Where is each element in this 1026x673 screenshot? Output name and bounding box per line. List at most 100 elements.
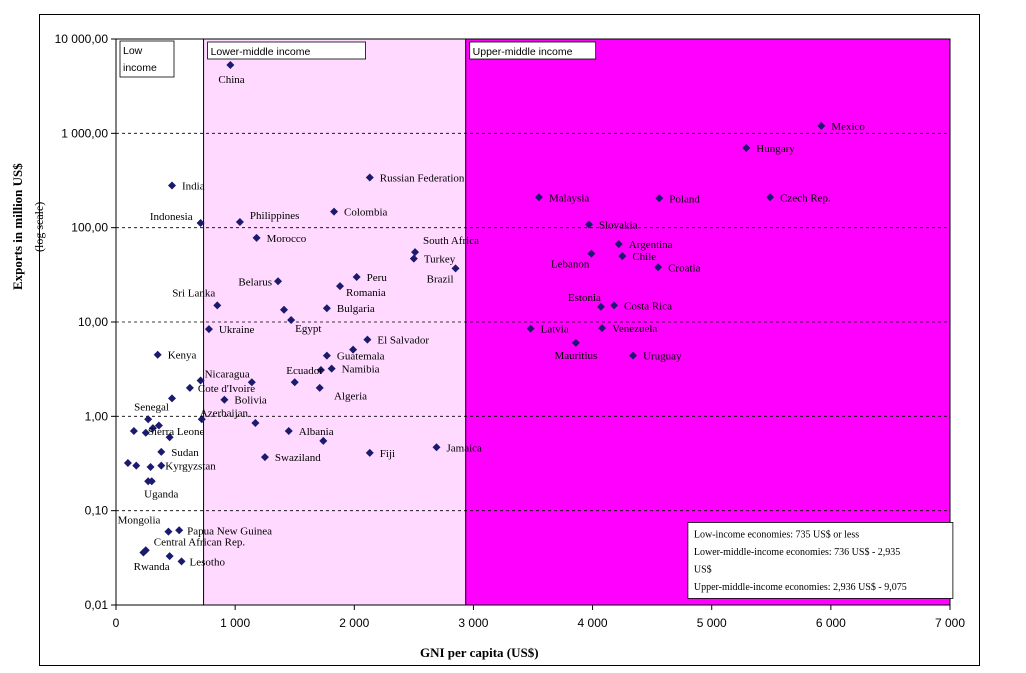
note-line: Lower-middle-income economies: 736 US$ -… [694, 547, 900, 558]
data-point [365, 173, 374, 182]
data-point [587, 249, 596, 258]
data-point [526, 324, 535, 333]
point-labels: China Mexico Hungary Russian Federation Indi… [118, 74, 866, 573]
data-point [157, 447, 166, 456]
data-point [352, 272, 361, 281]
data-point [655, 194, 664, 203]
point-label: Papua New Guinea [187, 525, 272, 537]
data-point [598, 324, 607, 333]
data-point [284, 426, 293, 435]
point-label: Brazil [427, 273, 454, 285]
note-box [687, 522, 954, 599]
point-label: Bolivia [234, 395, 267, 407]
point-label: Azerbaijan [200, 407, 249, 419]
point-label: Czech Rep. [780, 192, 831, 204]
point-label: Sierra Leone [148, 426, 205, 438]
point-label: Philippines [250, 210, 300, 222]
y-axis-sublabel: (log scale) [32, 201, 46, 252]
data-point [235, 217, 244, 226]
y-tick-label: 10 000,00 [55, 32, 109, 46]
data-point [349, 345, 358, 354]
point-label: Bulgaria [337, 303, 375, 315]
x-tick-label: 4 000 [578, 616, 608, 630]
data-point [274, 277, 283, 286]
point-label: Argentina [629, 239, 673, 251]
point-label: Jamaica [446, 442, 482, 454]
point-label: Ecuador [286, 365, 323, 377]
data-point [154, 421, 163, 430]
income-thresholds-note: Low-income economies: 735 US$ or less Low… [687, 522, 954, 599]
data-point [165, 552, 174, 561]
point-label: Peru [367, 272, 388, 284]
data-point [144, 415, 153, 424]
point-label: Ukraine [219, 324, 255, 336]
data-point [204, 325, 213, 334]
data-point [614, 240, 623, 249]
y-axis-label: Exports in million US$ [10, 163, 25, 290]
data-point [177, 557, 186, 566]
point-label: Uganda [144, 488, 178, 500]
point-label: Namibia [342, 364, 380, 376]
note-line: Upper-middle-income economies: 2,936 US$… [694, 582, 907, 593]
point-label: Lebanon [551, 259, 590, 271]
data-point [654, 263, 663, 272]
region-label-box [207, 41, 366, 60]
point-label: Mexico [831, 121, 865, 133]
axes [111, 38, 951, 610]
data-point [123, 459, 132, 468]
point-label: Morocco [267, 233, 307, 245]
data-point [175, 526, 184, 535]
point-label: Poland [669, 193, 700, 205]
point-label: Lesotho [190, 556, 226, 568]
point-label: Belarus [238, 276, 272, 288]
y-tick-labels: 0,01 0,10 1,00 10,00 100,00 1 000,00 10 000,00 [55, 32, 109, 612]
data-point [432, 443, 441, 452]
x-tick-labels: 0 1 000 2 000 3 000 4 000 5 000 6 000 7 000 [113, 616, 966, 630]
data-point [213, 301, 222, 310]
data-point [129, 426, 138, 435]
data-point [220, 395, 229, 404]
point-label: Mongolia [118, 515, 161, 527]
y-tick-label: 1 000,00 [61, 126, 108, 140]
region-label: Low [123, 45, 143, 57]
point-label: Kenya [168, 350, 197, 362]
data-point [766, 193, 775, 202]
data-point [596, 302, 605, 311]
data-point [327, 364, 336, 373]
point-label: Mauritius [555, 350, 598, 362]
point-label: Albania [299, 426, 334, 438]
x-tick-label: 2 000 [339, 616, 369, 630]
data-point [251, 418, 260, 427]
data-points [123, 61, 826, 566]
x-tick-label: 6 000 [816, 616, 846, 630]
x-tick-label: 1 000 [220, 616, 250, 630]
point-label: Latvia [541, 324, 569, 336]
point-label: South Africa [423, 235, 479, 247]
point-label: Guatemala [337, 351, 385, 363]
note-line: Low-income economies: 735 US$ or less [694, 529, 859, 540]
data-point [335, 282, 344, 291]
point-label: Romania [346, 287, 386, 299]
region-label-box [119, 40, 175, 78]
point-label: Kyrgyzstan [165, 461, 216, 473]
data-point [817, 121, 826, 130]
point-label: Turkey [424, 254, 456, 266]
y-tick-label: 10,00 [78, 315, 108, 329]
point-label: Colombia [344, 207, 388, 219]
data-point [139, 548, 148, 557]
point-label: Senegal [134, 401, 169, 413]
data-point [330, 207, 339, 216]
data-point [451, 264, 460, 273]
data-point [197, 415, 206, 424]
data-point [157, 461, 166, 470]
data-point [147, 477, 156, 486]
x-tick-label: 5 000 [697, 616, 727, 630]
point-label: Nicaragua [205, 368, 250, 380]
data-point [226, 61, 235, 70]
point-label: Croatia [668, 262, 700, 274]
point-label: Cote d'Ivoire [198, 383, 255, 395]
data-point [167, 394, 176, 403]
data-point [165, 433, 174, 442]
region-band [465, 39, 950, 605]
y-tick-label: 0,10 [85, 504, 109, 518]
